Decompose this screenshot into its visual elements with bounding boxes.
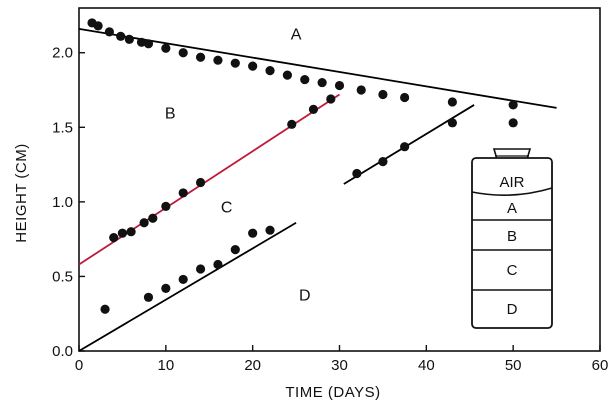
data-points (87, 18, 518, 314)
data-point (100, 304, 110, 314)
x-tick-label: 60 (592, 357, 609, 374)
x-tick-label: 10 (157, 357, 174, 374)
data-point (400, 142, 410, 152)
data-point (161, 201, 171, 211)
x-axis-title: TIME (DAYS) (285, 384, 380, 401)
inset-label-c: C (507, 262, 518, 279)
data-point (287, 119, 297, 129)
data-point (356, 85, 366, 95)
data-point (300, 74, 310, 85)
y-tick-label: 2.0 (52, 45, 73, 62)
data-point (178, 188, 188, 198)
data-point (148, 213, 158, 223)
y-axis-title: HEIGHT (CM) (13, 143, 30, 242)
data-point (136, 37, 147, 47)
air-boundary (471, 187, 553, 196)
inset-label-b: B (507, 228, 517, 245)
inset-label-air: AIR (499, 174, 524, 191)
data-point (265, 225, 275, 235)
data-point (378, 89, 388, 100)
fit-line-3 (78, 221, 297, 352)
data-point (161, 283, 171, 293)
data-point (143, 292, 154, 302)
region-labels: A B C D (165, 26, 311, 304)
data-point (195, 177, 206, 188)
x-tick-label: 0 (75, 357, 83, 374)
region-label-b: B (165, 105, 176, 122)
data-point (508, 100, 518, 110)
data-point (308, 104, 319, 115)
column-inset: AIR A B C D (471, 148, 553, 329)
x-tick-label: 50 (505, 357, 522, 374)
data-point (248, 61, 258, 71)
data-point (139, 218, 149, 228)
data-point (195, 264, 206, 274)
x-tick-label: 30 (331, 357, 348, 374)
data-point (447, 118, 457, 128)
data-point (117, 228, 128, 238)
data-point (93, 21, 103, 31)
data-point (126, 227, 136, 237)
y-tick-label: 1.5 (52, 119, 73, 136)
data-point (317, 77, 327, 88)
region-label-a: A (291, 26, 302, 43)
axis-ticks: 0 10 20 30 40 50 60 0.0 0.5 1.0 1.5 2.0 (52, 45, 608, 374)
data-point (230, 58, 240, 68)
data-point (161, 43, 171, 53)
data-point (230, 244, 240, 255)
column-outline (471, 157, 553, 329)
data-point (334, 80, 345, 91)
data-point (378, 157, 388, 167)
data-point (282, 70, 292, 80)
data-point (508, 118, 518, 128)
x-tick-label: 40 (418, 357, 435, 374)
data-point (265, 66, 275, 76)
fit-line-4 (343, 104, 475, 185)
fit-line-1 (78, 27, 557, 109)
data-point (213, 55, 223, 65)
data-point (178, 48, 188, 58)
data-point (124, 34, 134, 44)
data-point (400, 92, 410, 103)
y-tick-label: 1.0 (52, 194, 73, 211)
data-point (178, 274, 188, 285)
data-point (326, 94, 336, 104)
data-point (104, 27, 114, 37)
data-point (116, 31, 126, 41)
data-point (447, 97, 457, 107)
data-point (195, 52, 206, 62)
inset-label-d: D (507, 301, 518, 318)
y-tick-label: 0.0 (52, 343, 73, 360)
y-tick-label: 0.5 (52, 268, 73, 285)
data-point (109, 233, 119, 243)
data-point (213, 259, 223, 270)
data-point (143, 39, 154, 49)
x-tick-label: 20 (244, 357, 261, 374)
data-point (352, 168, 362, 179)
inset-label-a: A (507, 200, 517, 217)
region-label-c: C (221, 199, 233, 216)
data-point (248, 228, 258, 238)
region-label-d: D (299, 287, 311, 304)
